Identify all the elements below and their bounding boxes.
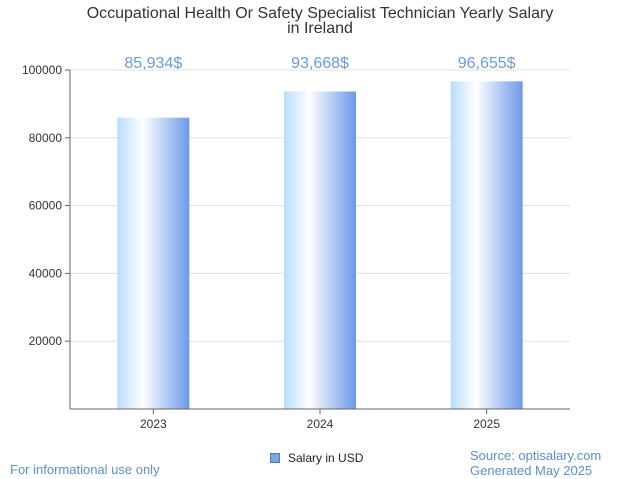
data-label-2024: 93,668$ [291,55,349,72]
y-tick-label: 100000 [22,63,62,77]
source-text: Source: optisalary.com [470,448,602,463]
x-axis-ticks: 2023 2024 2025 [140,409,500,431]
y-tick-label: 60000 [29,199,63,213]
disclaimer-text: For informational use only [10,462,160,477]
generated-text: Generated May 2025 [470,463,593,478]
chart-title-line-1: Occupational Health Or Safety Specialist… [87,5,554,22]
y-axis-ticks: 20000 40000 60000 80000 100000 [22,63,70,348]
data-label-2023: 85,934$ [124,55,182,72]
bar-2023 [117,117,190,409]
legend-label: Salary in USD [288,451,364,465]
y-tick-label: 80000 [29,131,63,145]
chart-title-line-2: in Ireland [287,20,353,37]
x-tick-label: 2025 [473,417,500,431]
data-label-2025: 96,655$ [458,55,516,72]
bar-2024 [284,91,356,409]
x-tick-label: 2023 [140,417,167,431]
y-tick-label: 40000 [29,266,63,280]
bars: 85,934$ 93,668$ 96,655$ [117,55,523,410]
legend: Salary in USD [270,451,363,465]
x-tick-label: 2024 [307,417,334,431]
legend-swatch [270,453,280,463]
y-tick-label: 20000 [29,334,63,348]
bar-2025 [450,81,523,410]
